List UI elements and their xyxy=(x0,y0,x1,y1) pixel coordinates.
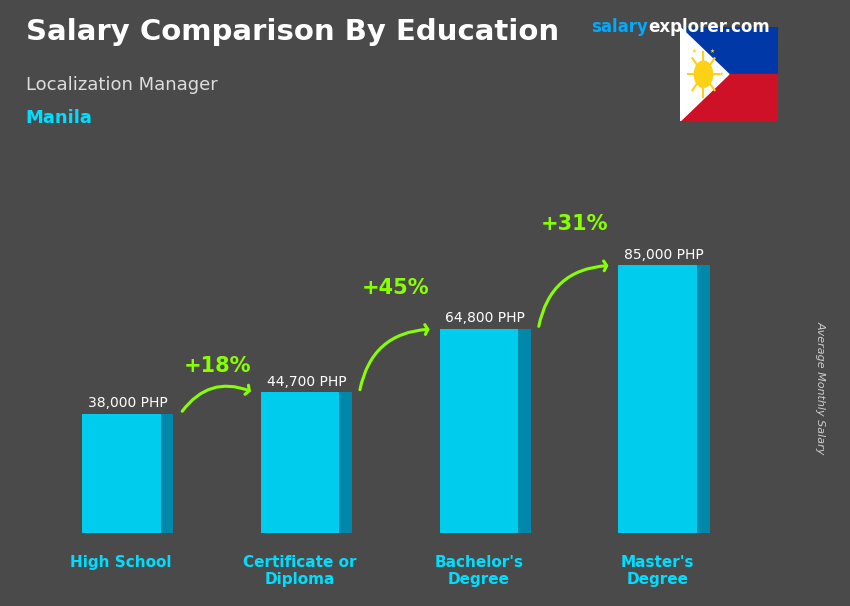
Bar xyxy=(261,393,339,533)
Text: ★: ★ xyxy=(719,72,724,77)
Text: +31%: +31% xyxy=(541,215,609,235)
Text: salary: salary xyxy=(591,18,648,36)
Bar xyxy=(697,265,710,533)
Bar xyxy=(618,265,697,533)
Bar xyxy=(82,413,161,533)
Text: 44,700 PHP: 44,700 PHP xyxy=(267,375,346,388)
Text: Average Monthly Salary: Average Monthly Salary xyxy=(815,321,825,454)
Text: 38,000 PHP: 38,000 PHP xyxy=(88,396,167,410)
Text: Manila: Manila xyxy=(26,109,93,127)
Text: 85,000 PHP: 85,000 PHP xyxy=(624,248,704,262)
Text: 64,800 PHP: 64,800 PHP xyxy=(445,311,525,325)
Bar xyxy=(339,393,352,533)
Bar xyxy=(680,27,778,75)
Text: explorer.com: explorer.com xyxy=(649,18,770,36)
Bar xyxy=(439,329,518,533)
Text: ★: ★ xyxy=(710,49,715,55)
Bar xyxy=(680,75,778,121)
Polygon shape xyxy=(680,27,728,121)
Bar xyxy=(518,329,531,533)
Circle shape xyxy=(694,61,712,87)
Text: ★: ★ xyxy=(692,49,697,55)
Text: Salary Comparison By Education: Salary Comparison By Education xyxy=(26,18,558,46)
Text: +45%: +45% xyxy=(362,278,430,298)
Text: +18%: +18% xyxy=(184,356,251,376)
Bar xyxy=(161,413,173,533)
Text: Localization Manager: Localization Manager xyxy=(26,76,218,94)
